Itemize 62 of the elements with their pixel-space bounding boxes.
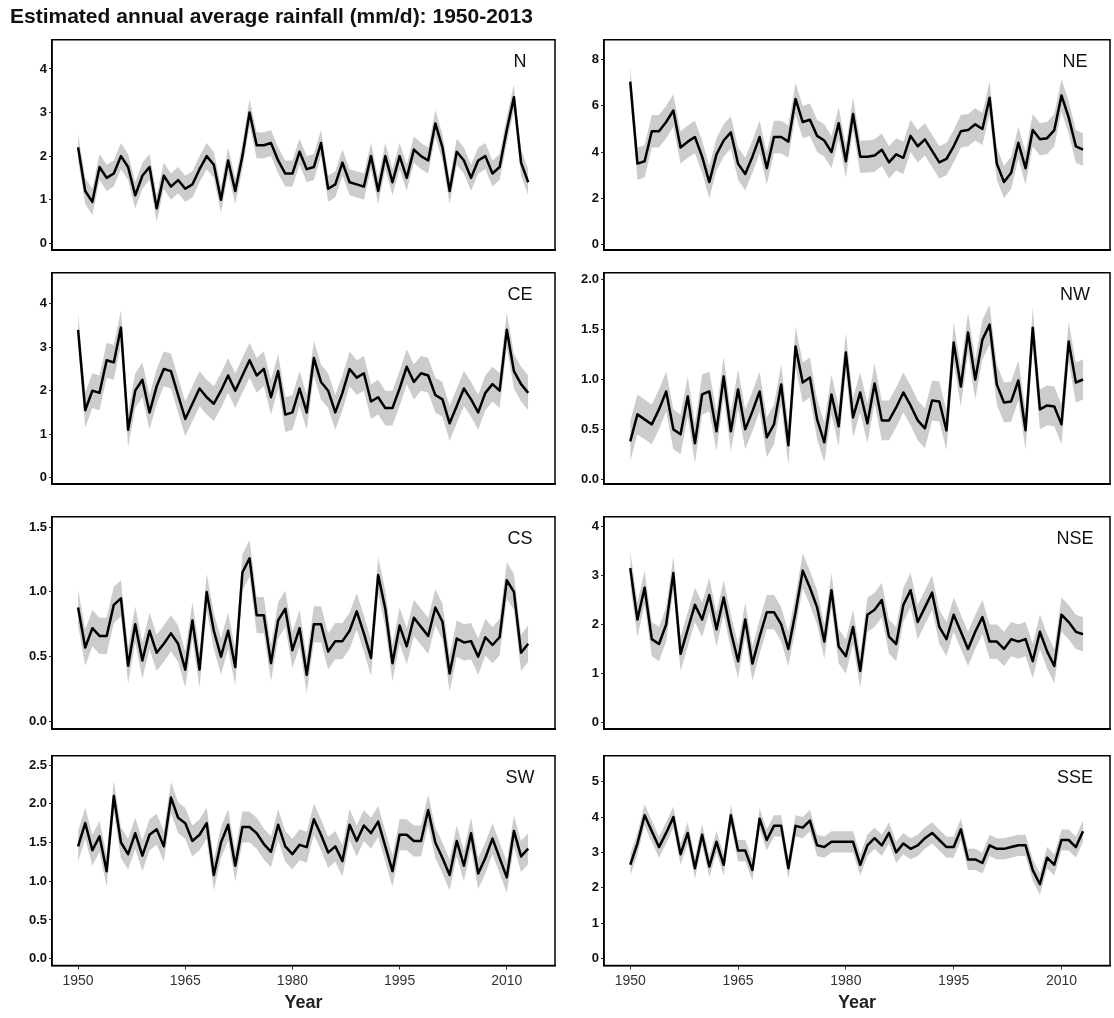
y-tick-label: 1.0 <box>580 371 599 387</box>
y-tick-label: 6 <box>591 97 599 113</box>
y-tick-label: 0.0 <box>28 950 47 966</box>
x-tick-label: 2010 <box>1045 971 1078 988</box>
y-tick-label: 1.0 <box>28 872 47 888</box>
annotation: CS <box>507 527 533 548</box>
y-tick-label: 1 <box>591 914 599 930</box>
x-tick-label: 1995 <box>938 971 970 988</box>
annotation: SSE <box>1056 766 1094 787</box>
x-tick-label: 1965 <box>722 971 754 988</box>
y-tick-label: 4 <box>591 518 600 534</box>
x-tick-label: 1950 <box>62 971 94 988</box>
x-tick-label: 1980 <box>830 971 862 988</box>
y-tick-label: 1 <box>591 664 599 680</box>
y-tick-label: 4 <box>591 808 600 824</box>
x-tick-label: 1950 <box>614 971 647 988</box>
y-tick-label: 0 <box>39 469 47 485</box>
y-tick-label: 2.0 <box>28 795 47 811</box>
chart-title: Estimated annual average rainfall (mm/d): 1950-2013 <box>10 4 533 28</box>
y-tick-label: 3 <box>591 843 599 859</box>
x-tick-label: 1980 <box>276 971 309 988</box>
y-tick-label: 0 <box>591 236 599 251</box>
y-tick-label: 4 <box>39 295 48 311</box>
y-tick-label: 0.5 <box>28 648 47 664</box>
y-tick-label: 3 <box>39 338 47 354</box>
y-tick-label: 8 <box>591 51 599 67</box>
x-tick-label: 1995 <box>384 971 416 988</box>
x-axis-title: Year <box>284 992 323 1013</box>
y-tick-label: 2.0 <box>580 271 599 287</box>
y-tick-label: 2.5 <box>28 756 47 772</box>
y-tick-label: 0.0 <box>28 713 47 729</box>
y-tick-label: 0 <box>39 234 47 250</box>
y-tick-label: 0.0 <box>580 470 599 486</box>
y-tick-label: 2 <box>591 189 599 205</box>
y-tick-label: 1 <box>39 191 47 207</box>
y-tick-label: 1.5 <box>580 321 599 337</box>
y-tick-label: 4 <box>591 143 600 159</box>
x-tick-label: 1965 <box>169 971 202 988</box>
annotation: NSE <box>1056 527 1094 548</box>
y-tick-label: 1.0 <box>28 583 47 599</box>
y-tick-label: 2 <box>591 616 599 632</box>
annotation: NE <box>1062 50 1088 71</box>
y-tick-label: 5 <box>591 773 599 789</box>
y-tick-label: 2 <box>39 147 47 163</box>
y-tick-label: 0.5 <box>28 911 47 927</box>
annotation: NW <box>1060 283 1090 304</box>
y-tick-label: 0 <box>591 950 599 966</box>
annotation: SW <box>505 766 535 787</box>
y-tick-label: 1.5 <box>28 834 47 850</box>
y-tick-label: 3 <box>591 567 599 583</box>
y-tick-label: 1 <box>39 425 47 441</box>
y-tick-label: 3 <box>39 104 47 120</box>
y-tick-label: 2 <box>39 382 47 398</box>
annotation: N <box>513 50 527 71</box>
y-tick-label: 1.5 <box>28 518 47 534</box>
x-axis-title: Year <box>837 992 877 1013</box>
y-tick-label: 0.5 <box>580 420 599 436</box>
x-tick-label: 2010 <box>491 971 523 988</box>
y-tick-label: 4 <box>39 60 48 76</box>
annotation: CE <box>507 283 533 304</box>
y-tick-label: 2 <box>591 879 599 895</box>
y-tick-label: 0 <box>591 713 599 729</box>
